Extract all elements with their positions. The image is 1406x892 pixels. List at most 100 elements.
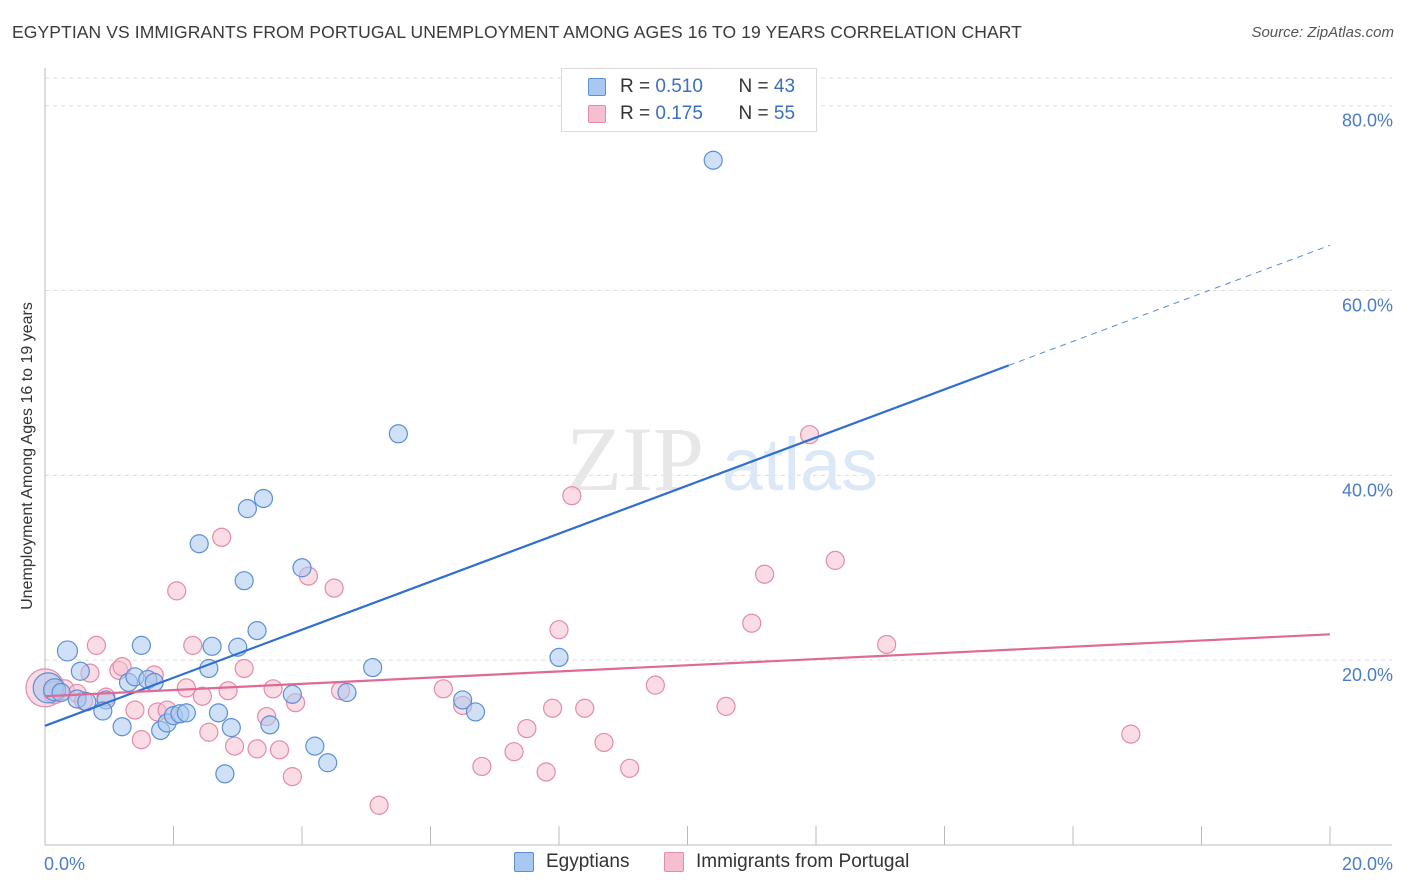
portugal-point — [125, 700, 145, 720]
egyptians-point — [453, 690, 473, 710]
portugal-point — [472, 756, 492, 777]
legend-r-value: 0.510 — [655, 76, 703, 97]
legend-swatch-egyptians — [514, 852, 534, 872]
portugal-point — [877, 634, 897, 655]
egyptians-point — [202, 636, 222, 656]
legend-r-value: 0.175 — [655, 103, 703, 124]
egyptians-point — [388, 424, 408, 444]
egyptians-point — [112, 717, 132, 737]
portugal-point — [224, 736, 245, 756]
portugal-point — [167, 581, 187, 601]
portugal-point — [369, 795, 389, 815]
tick-labels: 20.0% 40.0% 60.0% 80.0% 0.0% 20.0% — [44, 111, 1393, 874]
portugal-point — [620, 758, 640, 778]
trend-line-egyptians — [44, 364, 1010, 727]
x-tick-label: 20.0% — [1342, 854, 1393, 874]
legend-label-portugal: Immigrants from Portugal — [696, 851, 910, 872]
portugal-point — [131, 730, 151, 750]
egyptians-point — [131, 635, 151, 655]
portugal-point — [212, 527, 232, 547]
portugal-point — [504, 742, 524, 762]
egyptians-point — [253, 488, 274, 509]
egyptians-point — [292, 558, 312, 578]
portugal-point — [562, 486, 582, 506]
portugal-point — [536, 762, 556, 782]
egyptians-point — [703, 150, 723, 170]
axes — [44, 68, 1392, 846]
portugal-point — [176, 678, 196, 698]
egyptians-point — [363, 657, 383, 678]
egyptians-point — [70, 661, 90, 681]
portugal-point — [192, 686, 213, 706]
legend-n-label: N = — [738, 76, 769, 97]
egyptians-point — [549, 647, 569, 668]
portugal-point — [517, 718, 537, 739]
legend-series: Egyptians Immigrants from Portugal — [0, 851, 1406, 879]
egyptians-point — [221, 718, 241, 738]
egyptians-point — [337, 682, 357, 703]
portugal-point — [324, 578, 344, 598]
portugal-point — [754, 564, 775, 584]
watermark-atlas: atlas — [722, 423, 878, 506]
portugal-point — [594, 732, 614, 753]
legend-row-portugal: R = 0.175 N = 55 — [588, 102, 795, 126]
chart-title: EGYPTIAN VS IMMIGRANTS FROM PORTUGAL UNE… — [12, 22, 1022, 42]
trend-line-egyptians-extension — [1008, 244, 1331, 366]
portugal-point — [218, 681, 238, 701]
portugal-point — [645, 675, 665, 695]
y-tick-label: 40.0% — [1342, 480, 1393, 500]
legend-swatch-egyptians — [588, 78, 606, 96]
legend-item-egyptians[interactable]: Egyptians — [514, 851, 629, 873]
y-tick-label: 20.0% — [1342, 665, 1393, 685]
egyptians-point — [176, 703, 196, 723]
portugal-point — [549, 620, 569, 640]
legend-r-label: R = — [620, 103, 651, 124]
egyptians-point — [234, 571, 254, 591]
egyptians-point — [318, 753, 338, 773]
series-egyptians-points — [32, 150, 723, 784]
egyptians-point — [189, 534, 209, 554]
egyptians-point — [237, 499, 257, 519]
egyptians-point — [208, 703, 229, 723]
portugal-point — [742, 613, 762, 633]
trend-lines — [44, 244, 1331, 727]
portugal-point — [199, 722, 219, 742]
y-tick-label: 80.0% — [1342, 111, 1393, 131]
portugal-point — [247, 739, 267, 759]
legend-n-value: 55 — [773, 103, 796, 124]
portugal-point — [825, 550, 845, 570]
x-tick-label: 0.0% — [44, 854, 85, 874]
watermark-zip: ZIP — [566, 408, 704, 510]
egyptians-point — [56, 640, 79, 662]
legend-n-value: 43 — [773, 76, 796, 97]
legend-stats: R = 0.510 N = 43 R = 0.175 N = 55 — [561, 68, 817, 132]
portugal-point — [433, 679, 453, 699]
legend-label-egyptians: Egyptians — [546, 851, 630, 872]
portugal-point — [269, 740, 290, 760]
watermark: ZIP atlas — [566, 408, 878, 510]
portugal-point — [542, 698, 563, 718]
egyptians-point — [282, 684, 302, 704]
egyptians-point — [465, 702, 486, 722]
legend-item-portugal[interactable]: Immigrants from Portugal — [664, 851, 909, 873]
legend-row-egyptians: R = 0.510 N = 43 — [588, 75, 795, 99]
source-label: Source: ZipAtlas.com — [1251, 24, 1394, 41]
legend-swatch-portugal — [664, 852, 684, 872]
portugal-point — [86, 635, 107, 655]
legend-swatch-portugal — [588, 105, 606, 123]
legend-r-label: R = — [620, 76, 651, 97]
egyptians-point — [305, 736, 325, 756]
legend-n-label: N = — [738, 103, 769, 124]
portugal-point — [234, 658, 254, 679]
portugal-point — [263, 679, 283, 699]
egyptians-point — [260, 715, 280, 735]
portugal-point — [716, 696, 736, 716]
portugal-point — [575, 698, 595, 718]
portugal-point — [183, 635, 203, 655]
portugal-point — [1121, 724, 1141, 744]
trend-line-portugal — [44, 633, 1331, 698]
egyptians-point — [51, 682, 71, 703]
portugal-point — [282, 767, 302, 787]
egyptians-point — [247, 621, 267, 641]
